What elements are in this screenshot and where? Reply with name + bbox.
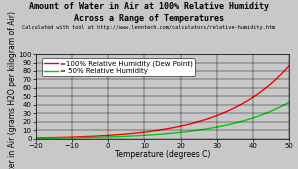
= 50% Relative Humidity: [185, 131, 188, 133]
=100% Relative Humidity (Dew Point): [185, 124, 188, 126]
=100% Relative Humidity (Dew Point): [154, 130, 158, 132]
Legend: =100% Relative Humidity (Dew Point), = 50% Relative Humidity: =100% Relative Humidity (Dew Point), = 5…: [42, 58, 195, 76]
= 50% Relative Humidity: [171, 132, 175, 134]
= 50% Relative Humidity: [34, 137, 38, 139]
Text: Across a Range of Temperatures: Across a Range of Temperatures: [74, 14, 224, 22]
=100% Relative Humidity (Dew Point): [156, 129, 159, 131]
= 50% Relative Humidity: [154, 134, 158, 136]
= 50% Relative Humidity: [156, 134, 159, 136]
Line: = 50% Relative Humidity: = 50% Relative Humidity: [36, 102, 289, 138]
Line: =100% Relative Humidity (Dew Point): =100% Relative Humidity (Dew Point): [36, 66, 289, 138]
X-axis label: Temperature (degrees C): Temperature (degrees C): [115, 150, 210, 159]
= 50% Relative Humidity: [242, 120, 245, 122]
=100% Relative Humidity (Dew Point): [34, 137, 38, 139]
=100% Relative Humidity (Dew Point): [171, 127, 175, 129]
Text: Amount of Water in Air at 100% Relative Humidity: Amount of Water in Air at 100% Relative …: [29, 2, 269, 11]
=100% Relative Humidity (Dew Point): [242, 102, 245, 104]
= 50% Relative Humidity: [287, 101, 291, 103]
=100% Relative Humidity (Dew Point): [281, 71, 285, 73]
=100% Relative Humidity (Dew Point): [287, 65, 291, 67]
Text: Calculated with tool at http://www.lenntech.com/calculators/relative-humidity.ht: Calculated with tool at http://www.lennt…: [22, 25, 276, 30]
Y-axis label: Water in Air (grams H2O per kilogram of Air): Water in Air (grams H2O per kilogram of …: [8, 11, 17, 169]
= 50% Relative Humidity: [281, 104, 285, 106]
